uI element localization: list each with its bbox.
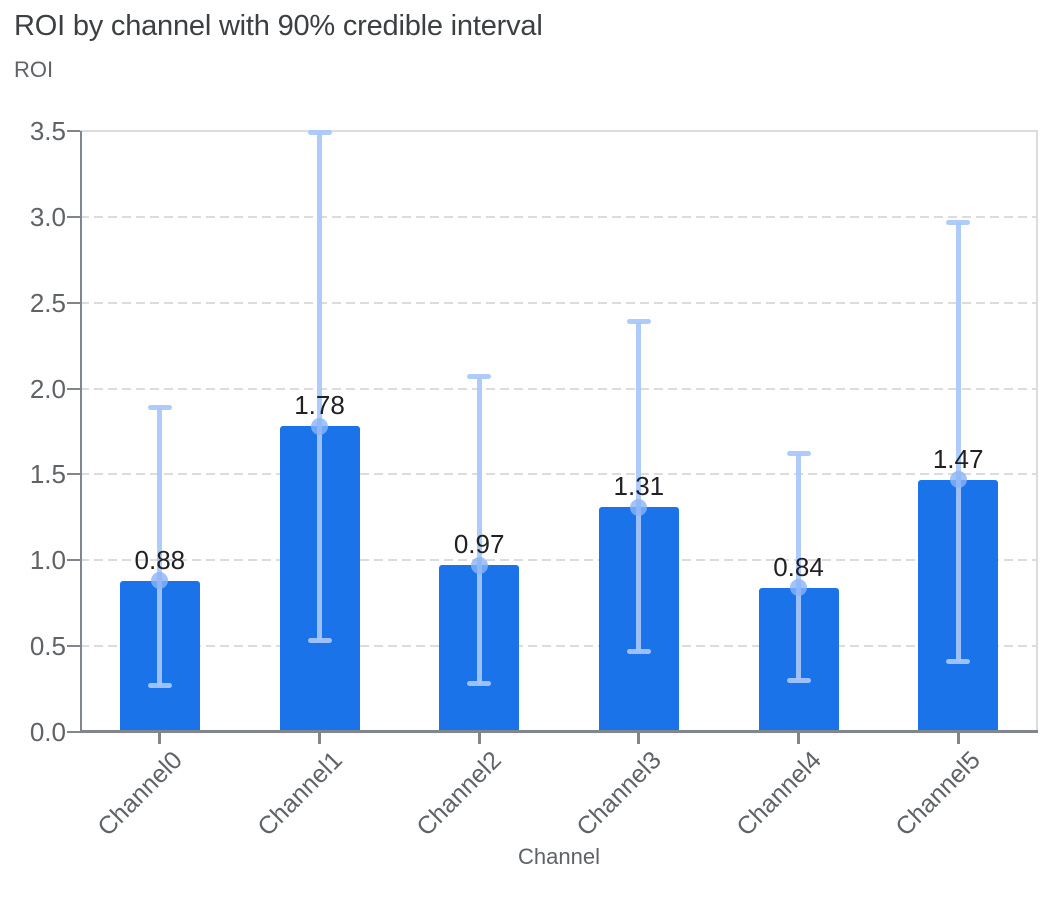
x-tick-label: Channel0 — [92, 746, 188, 842]
error-bar-cap-top — [946, 219, 971, 225]
y-tick-label: 1.0 — [29, 545, 66, 576]
error-bar-cap-bottom — [307, 638, 332, 644]
bar-value-label: 1.78 — [294, 390, 345, 421]
y-tick — [67, 731, 80, 733]
y-tick-label: 3.5 — [29, 116, 66, 146]
x-tick-label: Channel5 — [890, 746, 986, 842]
bar-value-label: 1.47 — [932, 443, 984, 474]
y-axis-line — [80, 131, 82, 732]
x-tick-label: Channel4 — [730, 746, 827, 842]
error-bar-cap-bottom — [467, 681, 492, 687]
gridline — [80, 387, 1038, 390]
gridline — [80, 215, 1038, 218]
x-tick — [637, 732, 641, 744]
y-tick — [67, 130, 80, 132]
bar-value-label: 0.88 — [134, 544, 186, 575]
gridline — [80, 645, 1038, 648]
bar-marker-dot — [151, 572, 169, 590]
gridline — [80, 301, 1038, 304]
y-tick — [67, 215, 80, 218]
y-tick-label: 2.5 — [29, 287, 66, 318]
error-bar-cap-top — [147, 404, 172, 410]
x-tick — [318, 732, 321, 744]
error-bar-line — [796, 453, 801, 681]
bar-value-label: 0.97 — [453, 529, 505, 560]
error-bar-cap-top — [467, 374, 492, 380]
x-tick-label: Channel2 — [411, 746, 507, 842]
y-tick-label: 1.5 — [29, 459, 66, 490]
x-tick — [956, 732, 960, 744]
x-tick — [477, 732, 481, 744]
chart-title: ROI by channel with 90% credible interva… — [14, 10, 543, 42]
gridline — [80, 130, 1038, 132]
x-axis-title: Channel — [518, 844, 600, 869]
y-tick — [67, 645, 80, 648]
error-bar-cap-bottom — [786, 677, 811, 683]
x-tick-label: Channel1 — [251, 746, 348, 842]
error-bar-line — [476, 376, 482, 684]
y-tick — [67, 301, 80, 304]
error-bar-line — [636, 321, 642, 652]
error-bar-line — [157, 407, 163, 686]
error-bar-cap-bottom — [626, 648, 651, 654]
bar-marker-dot — [311, 417, 328, 435]
chart-page: ROI by channel with 90% credible interva… — [14, 10, 1038, 869]
y-tick — [67, 473, 80, 476]
y-tick-label: 0.0 — [29, 717, 66, 747]
gridline — [80, 559, 1038, 562]
bar-marker-dot — [630, 498, 648, 516]
y-tick-label: 2.0 — [29, 373, 66, 404]
error-bar-cap-top — [626, 319, 651, 325]
bar-value-label: 0.84 — [773, 551, 824, 582]
bar-marker-dot — [470, 556, 488, 574]
error-bar-cap-bottom — [147, 683, 172, 689]
bar-value-label: 1.31 — [613, 471, 665, 502]
bar-marker-dot — [949, 471, 967, 489]
error-bar-cap-top — [307, 130, 332, 136]
error-bar-line — [955, 222, 961, 662]
plot-right-border — [1036, 131, 1038, 732]
x-axis-line — [80, 730, 1038, 733]
y-tick-label: 0.5 — [29, 631, 66, 662]
y-tick-label: 3.0 — [29, 201, 66, 232]
y-tick — [67, 559, 80, 562]
error-bar-cap-bottom — [946, 659, 971, 665]
x-tick-label: Channel3 — [571, 746, 667, 842]
plot-area: 0.88 1.78 0.97 1.31 0.84 1.47 — [80, 130, 1038, 733]
error-bar-line — [317, 132, 322, 641]
x-tick — [797, 732, 800, 744]
error-bar-cap-top — [786, 451, 811, 457]
bar-marker-dot — [790, 579, 807, 597]
y-tick — [67, 387, 80, 390]
y-axis-title: ROI — [14, 57, 54, 82]
gridline — [80, 473, 1038, 476]
x-tick — [158, 732, 162, 744]
